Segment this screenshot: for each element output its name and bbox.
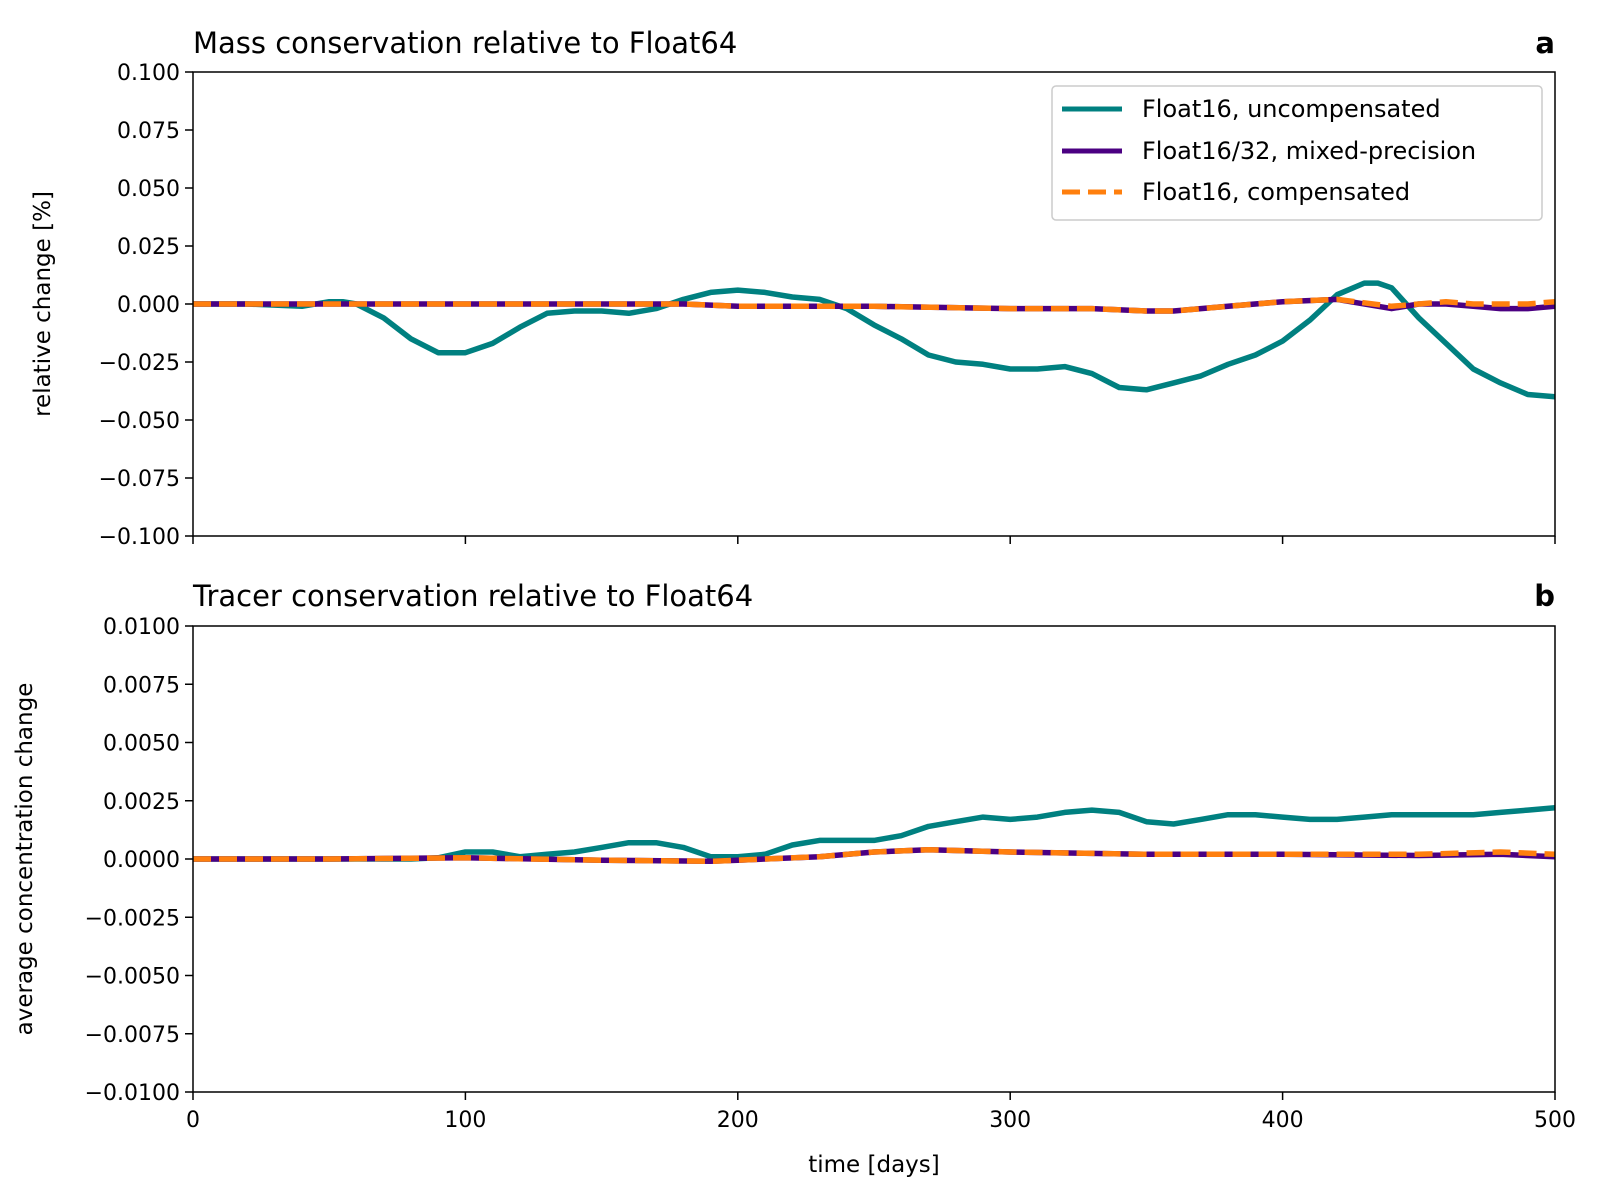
mass-y-tick-label: −0.025 bbox=[99, 351, 180, 376]
tracer-y-tick-label: 0.0100 bbox=[103, 615, 180, 640]
tracer-panel-title: Tracer conservation relative to Float64 bbox=[192, 579, 753, 613]
mass-series-float16-32-mixed-precision bbox=[193, 296, 1555, 314]
tracer-series-float16-compensated bbox=[193, 846, 1555, 865]
mass-y-tick-label: −0.050 bbox=[99, 409, 180, 434]
tracer-plot-frame bbox=[192, 625, 1556, 1093]
tracer-y-tick-label: 0.0050 bbox=[103, 732, 180, 757]
legend-box bbox=[1051, 85, 1543, 221]
tracer-y-axis-label: average concentration change bbox=[12, 683, 38, 1036]
legend-label-mixed-precision: Float16/32, mixed-precision bbox=[1142, 137, 1476, 165]
mass-panel-letter: a bbox=[1535, 26, 1555, 60]
tracer-series-float16-uncompensated bbox=[193, 804, 1555, 862]
tracer-y-tick-label: −0.0025 bbox=[85, 906, 180, 931]
tracer-panel-letter: b bbox=[1534, 579, 1555, 613]
tracer-x-tick-label: 100 bbox=[444, 1108, 486, 1133]
legend-label-uncompensated: Float16, uncompensated bbox=[1142, 95, 1441, 123]
mass-y-tick-label: 0.100 bbox=[117, 61, 180, 86]
mass-panel-title: Mass conservation relative to Float64 bbox=[193, 26, 737, 60]
legend-label-compensated: Float16, compensated bbox=[1142, 178, 1410, 206]
tracer-x-tick-label: 500 bbox=[1534, 1108, 1576, 1133]
tracer-x-tick-label: 0 bbox=[186, 1108, 200, 1133]
mass-y-tick-label: 0.025 bbox=[117, 235, 180, 260]
mass-y-tick-label: 0.050 bbox=[117, 177, 180, 202]
mass-y-axis-label: relative change [%] bbox=[30, 191, 56, 417]
tracer-x-tick-label: 200 bbox=[717, 1108, 759, 1133]
mass-y-tick-label: −0.075 bbox=[99, 467, 180, 492]
tracer-y-tick-label: 0.0000 bbox=[103, 848, 180, 873]
tracer-x-tick-label: 400 bbox=[1262, 1108, 1304, 1133]
mass-y-tick-label: 0.075 bbox=[117, 119, 180, 144]
tracer-x-tick-label: 300 bbox=[989, 1108, 1031, 1133]
mass-series-float16-uncompensated bbox=[193, 280, 1555, 400]
mass-conservation-panel: Mass conservation relative to Float64 a … bbox=[30, 26, 1556, 550]
tracer-y-tick-label: 0.0075 bbox=[103, 673, 180, 698]
x-axis-label: time [days] bbox=[808, 1152, 940, 1178]
tracer-y-tick-label: −0.0050 bbox=[85, 965, 180, 990]
legend: Float16, uncompensated Float16/32, mixed… bbox=[1051, 85, 1543, 221]
mass-plot-frame bbox=[192, 71, 1556, 537]
mass-y-tick-label: −0.100 bbox=[99, 525, 180, 550]
tracer-conservation-panel: Tracer conservation relative to Float64 … bbox=[12, 579, 1576, 1178]
tracer-y-tick-label: −0.0100 bbox=[85, 1081, 180, 1106]
tracer-y-tick-label: −0.0075 bbox=[85, 1023, 180, 1048]
mass-y-tick-label: 0.000 bbox=[117, 293, 180, 318]
tracer-y-tick-label: 0.0025 bbox=[103, 790, 180, 815]
